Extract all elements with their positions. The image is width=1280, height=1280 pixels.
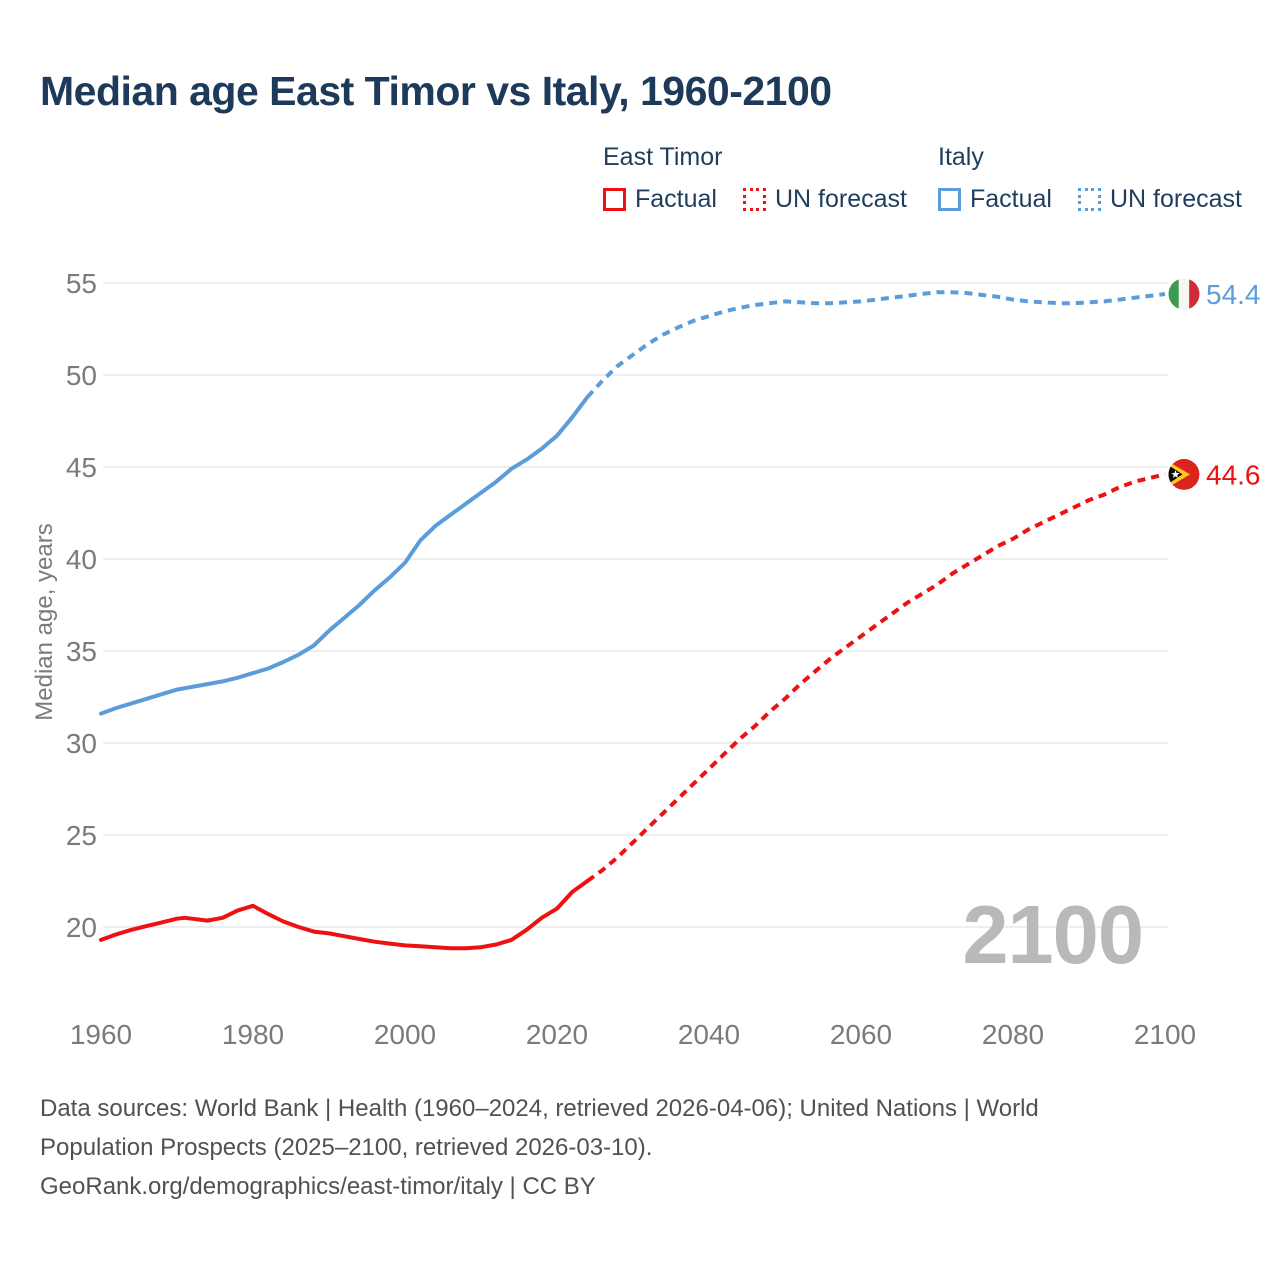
x-tick-label-2000: 2000 bbox=[374, 1019, 436, 1050]
chart-title: Median age East Timor vs Italy, 1960-210… bbox=[40, 68, 832, 114]
legend-swatch-italy-factual bbox=[938, 188, 961, 211]
x-tick-label-2060: 2060 bbox=[830, 1019, 892, 1050]
x-tick-label-2020: 2020 bbox=[526, 1019, 588, 1050]
x-tick-label-1960: 1960 bbox=[70, 1019, 132, 1050]
legend-group-italy: Italy Factual UN forecast bbox=[938, 143, 1242, 214]
legend-row-italy: Factual UN forecast bbox=[938, 185, 1242, 214]
legend-label-east-timor-forecast: UN forecast bbox=[774, 185, 907, 213]
legend-swatch-italy-forecast bbox=[1077, 188, 1101, 211]
y-tick-label-35: 35 bbox=[66, 636, 97, 667]
series-line-italy-factual bbox=[99, 395, 590, 716]
y-tick-label-55: 55 bbox=[66, 268, 97, 299]
y-tick-label-45: 45 bbox=[66, 452, 97, 483]
east-timor-flag-star bbox=[1171, 470, 1180, 478]
year-watermark: 2100 bbox=[962, 888, 1143, 981]
east_timor-flag-icon bbox=[1168, 458, 1200, 490]
legend-label-east-timor-factual: Factual bbox=[635, 185, 717, 213]
legend-label-italy-forecast: UN forecast bbox=[1109, 185, 1242, 213]
end-value-label-east_timor: 44.6 bbox=[1206, 459, 1261, 490]
legend-header-east-timor: East Timor bbox=[603, 143, 723, 171]
legend-group-east-timor: East Timor Factual UN forecast bbox=[603, 143, 907, 214]
italy-flag-clipped bbox=[1168, 278, 1200, 310]
x-tick-label-1980: 1980 bbox=[222, 1019, 284, 1050]
italy-flag-white-band bbox=[1178, 278, 1190, 310]
y-tick-label-30: 30 bbox=[66, 728, 97, 759]
italy-flag-icon bbox=[1168, 278, 1200, 310]
y-tick-label-50: 50 bbox=[66, 360, 97, 391]
y-tick-label-20: 20 bbox=[66, 912, 97, 943]
series-line-east-timor-un-forecast bbox=[586, 472, 1166, 883]
end-value-label-italy: 54.4 bbox=[1206, 279, 1261, 310]
series-line-italy-un-forecast bbox=[585, 290, 1166, 399]
footer-attribution: GeoRank.org/demographics/east-timor/ital… bbox=[40, 1173, 596, 1200]
legend-row-east-timor: Factual UN forecast bbox=[603, 185, 907, 214]
legend-swatch-east-timor-factual bbox=[603, 188, 626, 211]
footer-data-sources-line1: Data sources: World Bank | Health (1960–… bbox=[40, 1095, 1039, 1122]
x-tick-label-2040: 2040 bbox=[678, 1019, 740, 1050]
legend-label-italy-factual: Factual bbox=[970, 185, 1052, 213]
east_timor-flag-clipped bbox=[1168, 458, 1200, 490]
italy-flag-green-band bbox=[1168, 278, 1179, 310]
x-tick-label-2080: 2080 bbox=[982, 1019, 1044, 1050]
footer: Data sources: World Bank | Health (1960–… bbox=[40, 1089, 1200, 1206]
footer-data-sources-line2: Population Prospects (2025–2100, retriev… bbox=[40, 1134, 653, 1161]
y-tick-label-40: 40 bbox=[66, 544, 97, 575]
series-line-east-timor-factual bbox=[99, 879, 590, 951]
y-tick-label-25: 25 bbox=[66, 820, 97, 851]
legend-header-italy: Italy bbox=[938, 143, 984, 171]
legend-swatch-east-timor-forecast bbox=[742, 188, 766, 211]
x-tick-label-2100: 2100 bbox=[1134, 1019, 1196, 1050]
italy-flag-red-band bbox=[1189, 278, 1200, 310]
